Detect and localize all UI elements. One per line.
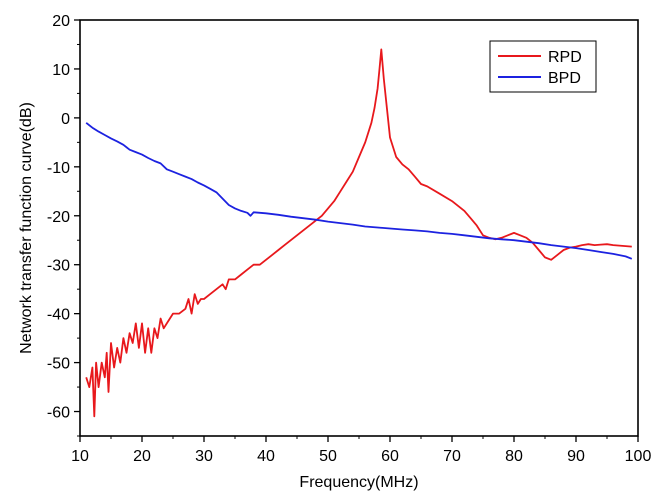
legend: RPD BPD [489,40,597,93]
x-tick-label: 60 [381,448,399,465]
y-tick-label: -30 [47,258,70,275]
y-tick-label: 20 [52,13,70,30]
x-tick-label: 40 [257,448,275,465]
y-axis-title: Network transfer function curve(dB) [18,102,35,354]
x-tick-label: 20 [133,448,151,465]
x-tick-label: 100 [625,448,652,465]
series-line-rpd [85,48,632,418]
x-tick-label: 30 [195,448,213,465]
legend-label-rpd: RPD [548,49,582,66]
legend-box [489,40,597,93]
y-tick-label: -10 [47,160,70,177]
x-tick-label: 10 [71,448,89,465]
y-tick-label: -60 [47,405,70,422]
series-lines [85,48,633,418]
legend-label-bpd: BPD [548,70,581,87]
y-tick-label: -50 [47,356,70,373]
y-tick-label: 10 [52,62,70,79]
series-line-bpd [85,122,633,260]
x-axis-title: Frequency(MHz) [299,474,418,491]
x-tick-label: 50 [319,448,337,465]
y-tick-label: -20 [47,209,70,226]
x-tick-label: 70 [443,448,461,465]
x-tick-label: 80 [505,448,523,465]
y-tick-label: -40 [47,307,70,324]
axis-ticks: 10 20 30 40 50 60 70 80 90 10020100-10-20-30-40-5… [47,13,652,465]
x-tick-label: 90 [567,448,585,465]
y-tick-label: 0 [61,111,70,128]
